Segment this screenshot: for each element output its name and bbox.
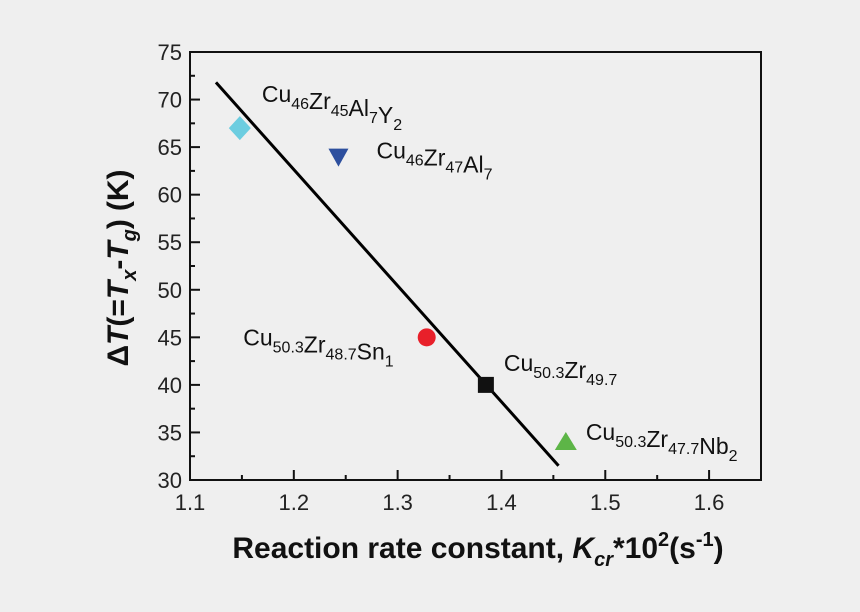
- x-axis-title: Reaction rate constant, Kcr*102(s-1): [232, 529, 723, 571]
- x-tick-label-4: 1.5: [590, 490, 621, 515]
- plot-area: [189, 51, 762, 481]
- x-tick-label-5: 1.6: [694, 490, 725, 515]
- y-tick-label-1: 35: [158, 420, 182, 445]
- point-label-2: Cu50.3Zr48.7Sn1: [243, 324, 394, 370]
- marker-triangle-up-4: [554, 431, 577, 450]
- y-tick-label-7: 65: [158, 135, 182, 160]
- y-tick-label-3: 45: [158, 325, 182, 350]
- y-tick-label-4: 50: [158, 278, 182, 303]
- x-tick-label-0: 1.1: [175, 490, 206, 515]
- y-tick-label-8: 70: [158, 88, 182, 113]
- marker-square-3: [477, 376, 494, 393]
- point-label-0: Cu46Zr45Al7Y2: [262, 81, 402, 134]
- y-tick-label-6: 60: [158, 183, 182, 208]
- axis-ticks: [189, 51, 711, 481]
- x-tick-label-1: 1.2: [279, 490, 310, 515]
- x-tick-label-2: 1.3: [382, 490, 413, 515]
- y-tick-label-2: 40: [158, 373, 182, 398]
- marker-diamond-0: [228, 116, 251, 141]
- point-label-3: Cu50.3Zr49.7: [504, 350, 618, 389]
- x-tick-label-3: 1.4: [486, 490, 517, 515]
- data-markers: [228, 116, 577, 450]
- y-axis-title: ΔT(=Tx-Tg)(K): [102, 169, 141, 366]
- fit-line: [214, 81, 560, 467]
- y-tick-label-0: 30: [158, 468, 182, 493]
- tick-labels: 1.1 1.2 1.3 1.4 1.5 1.6 30 35 40 45 50 55 60 65 70 75: [158, 40, 725, 515]
- point-label-4: Cu50.3Zr47.7Nb2: [586, 419, 738, 465]
- y-tick-label-9: 75: [158, 40, 182, 65]
- y-tick-label-5: 55: [158, 230, 182, 255]
- marker-triangle-down-1: [328, 148, 349, 167]
- marker-circle-2: [417, 328, 436, 347]
- point-label-1: Cu46Zr47Al7: [376, 138, 492, 184]
